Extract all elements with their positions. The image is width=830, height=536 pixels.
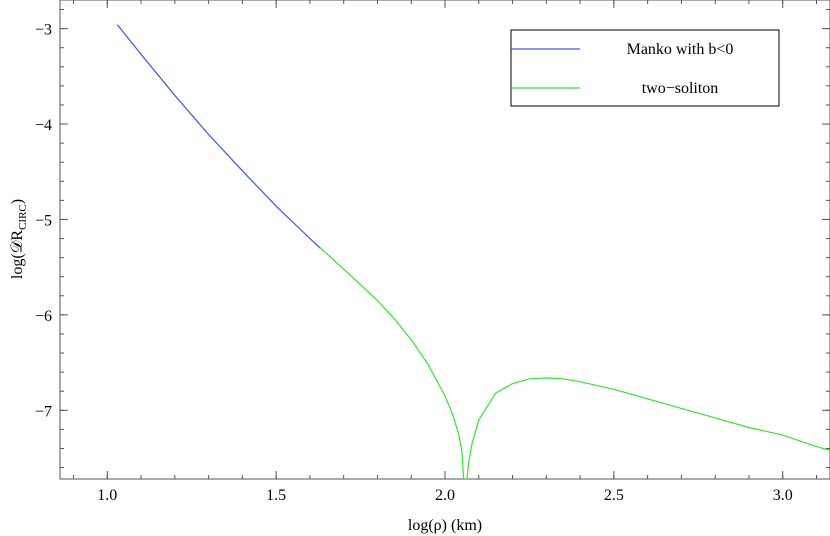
y-tick-label: −7 — [35, 403, 52, 420]
axis-ticks — [60, 0, 830, 479]
y-tick-label: −3 — [35, 22, 52, 39]
legend-label-manko: Manko with b<0 — [627, 41, 734, 58]
y-tick-labels: −3 −4 −5 −6 −7 — [35, 22, 52, 421]
y-tick-label: −4 — [35, 117, 52, 134]
y-axis-title-main: log(𝒟R — [9, 230, 26, 280]
y-tick-label: −5 — [35, 212, 52, 229]
x-tick-label: 1.5 — [266, 487, 286, 504]
x-tick-label: 1.0 — [97, 487, 117, 504]
y-axis-title-sub: CIRC — [17, 204, 29, 230]
x-tick-label: 2.0 — [435, 487, 455, 504]
x-axis-title: log(ρ) (km) — [408, 517, 482, 534]
x-tick-label: 2.5 — [604, 487, 624, 504]
series-line-manko — [116, 24, 321, 249]
legend-box — [510, 29, 780, 107]
series-layer — [116, 24, 830, 479]
y-axis-title-close: ) — [9, 199, 26, 204]
x-tick-labels: 1.0 1.5 2.0 2.5 3.0 — [97, 487, 792, 504]
y-axis-title: log(𝒟RCIRC) — [9, 199, 29, 279]
y-tick-label: −6 — [35, 308, 52, 325]
legend: Manko with b<0 two−soliton — [510, 29, 780, 107]
legend-label-two-soliton: two−soliton — [642, 80, 719, 97]
x-tick-label: 3.0 — [773, 487, 793, 504]
